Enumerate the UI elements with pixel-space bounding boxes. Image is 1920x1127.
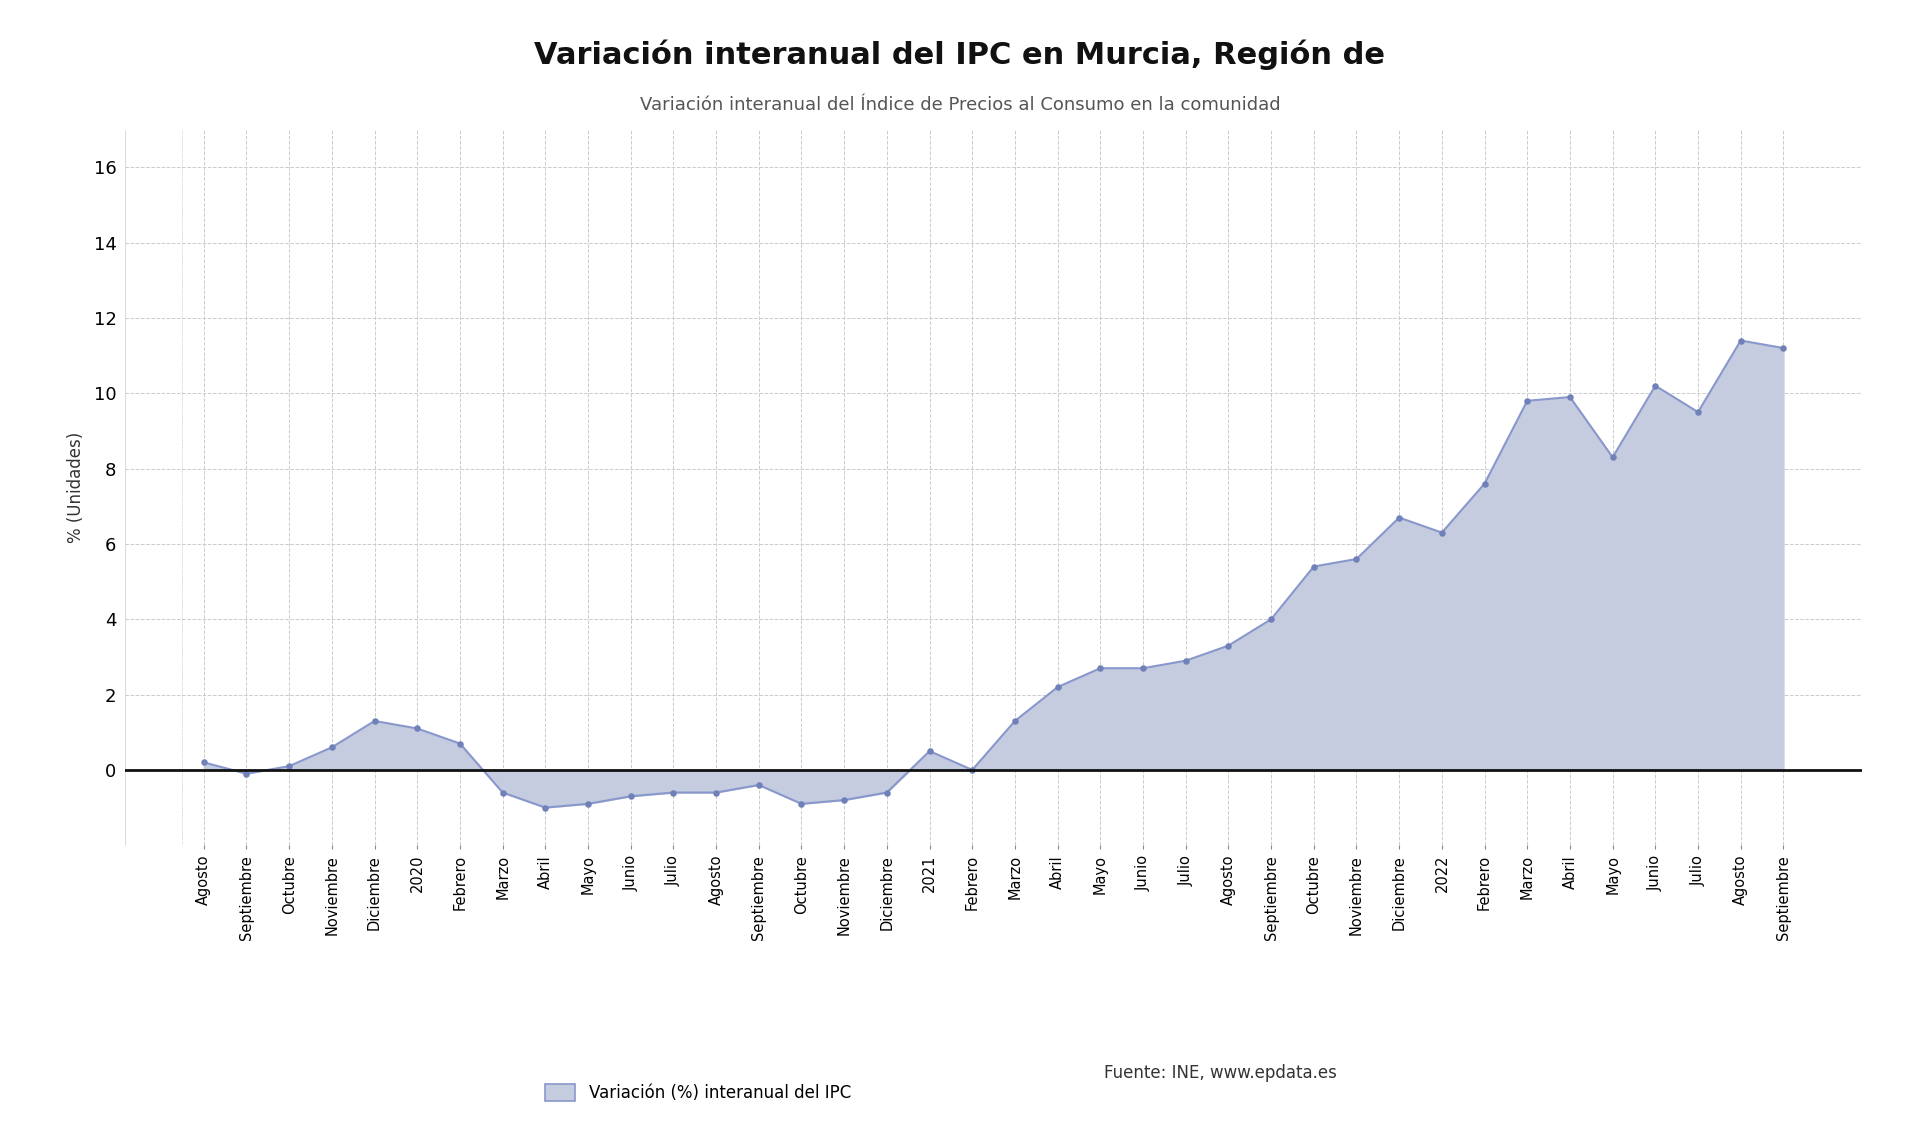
Point [1384,508,1415,526]
Point [1768,339,1799,357]
Point [1127,659,1158,677]
Point [1597,449,1628,467]
Point [743,777,774,795]
Point [1640,376,1670,394]
Point [1085,659,1116,677]
Point [1511,392,1542,410]
Point [914,742,945,760]
Point [530,799,561,817]
Point [359,712,390,730]
Point [445,735,476,753]
Legend: Variación (%) interanual del IPC: Variación (%) interanual del IPC [540,1077,858,1109]
Point [614,788,645,806]
Point [1427,524,1457,542]
Point [1298,558,1329,576]
Point [275,757,305,775]
Point [1171,651,1202,669]
Point [829,791,860,809]
Point [1256,610,1286,628]
Point [188,753,219,771]
Point [1043,678,1073,696]
Text: Fuente: INE, www.epdata.es: Fuente: INE, www.epdata.es [1104,1064,1336,1082]
Point [488,783,518,801]
Point [572,795,603,813]
Point [785,795,816,813]
Point [701,783,732,801]
Point [659,783,689,801]
Y-axis label: % (Unidades): % (Unidades) [67,432,84,543]
Point [1213,637,1244,655]
Text: Variación interanual del Índice de Precios al Consumo en la comunidad: Variación interanual del Índice de Preci… [639,96,1281,114]
Point [956,761,987,779]
Point [401,719,432,737]
Point [1000,712,1031,730]
Point [1469,474,1500,492]
Point [317,738,348,756]
Point [1726,331,1757,349]
Point [1342,550,1373,568]
Point [1682,403,1713,421]
Text: Variación interanual del IPC en Murcia, Región de: Variación interanual del IPC en Murcia, … [534,39,1386,70]
Point [872,783,902,801]
Point [230,765,261,783]
Point [1555,388,1586,406]
